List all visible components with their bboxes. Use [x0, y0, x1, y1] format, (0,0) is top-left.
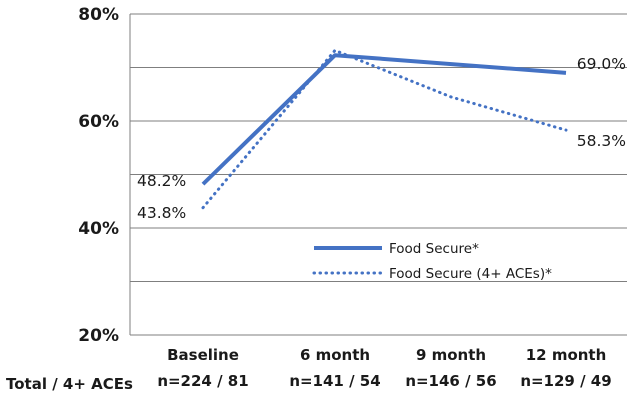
series-line-food-secure [201, 53, 567, 186]
legend: Food Secure* Food Secure (4+ ACEs)* [312, 241, 552, 282]
x-category-sublabel: n=129 / 49 [520, 372, 611, 390]
series-line-food-secure-4plus-aces [201, 48, 568, 210]
grid-lines [129, 13, 627, 336]
y-tick-label: 40% [78, 219, 119, 239]
data-label: 43.8% [137, 204, 186, 222]
x-category-label: Baseline [167, 346, 239, 364]
x-category-sublabel: n=224 / 81 [157, 372, 248, 390]
x-category-sublabel: n=146 / 56 [405, 372, 496, 390]
data-labels: 48.2% 69.0% 43.8% 58.3% [137, 55, 626, 222]
y-tick-label: 80% [78, 5, 119, 25]
data-label: 58.3% [577, 132, 626, 150]
x-category-sublabel: n=141 / 54 [289, 372, 380, 390]
series-lines [201, 48, 568, 210]
y-axis-tick-labels: 20% 40% 60% 80% [78, 5, 119, 346]
x-category-label: 6 month [300, 346, 370, 364]
legend-label: Food Secure* [389, 241, 479, 257]
y-tick-label: 20% [78, 326, 119, 346]
data-label: 69.0% [577, 55, 626, 73]
x-axis-category-labels: Baseline n=224 / 81 6 month n=141 / 54 9 mon… [6, 346, 612, 393]
row-label: Total / 4+ ACEs [6, 375, 133, 393]
y-tick-label: 60% [78, 112, 119, 132]
data-label: 48.2% [137, 172, 186, 190]
x-category-label: 9 month [416, 346, 486, 364]
x-category-label: 12 month [526, 346, 607, 364]
legend-label: Food Secure (4+ ACEs)* [389, 266, 552, 282]
